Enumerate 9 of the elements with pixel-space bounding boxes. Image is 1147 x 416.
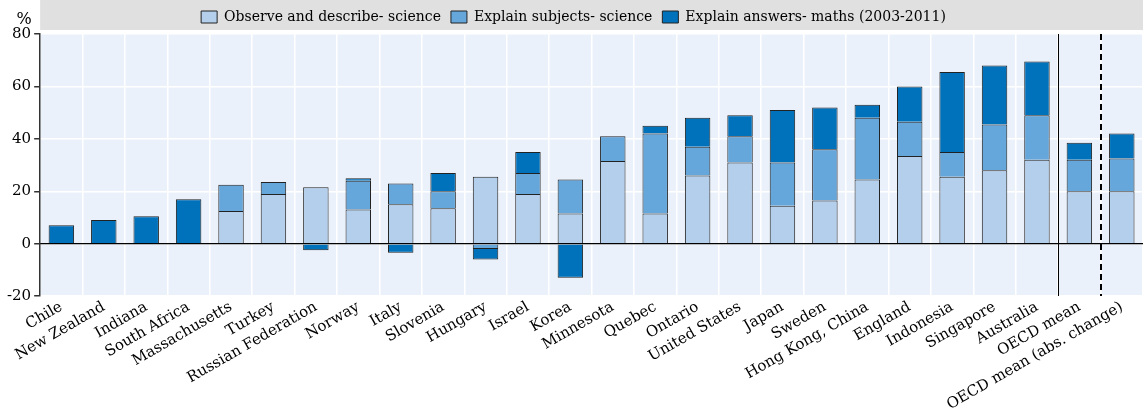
y-tick-label: 20: [12, 181, 32, 200]
y-tick-label: 60: [12, 76, 32, 95]
legend-label: Observe and describe- science: [224, 7, 441, 24]
y-tick-label: -20: [7, 285, 32, 304]
legend-label: Explain subjects- science: [473, 7, 653, 24]
y-tick-label: 40: [12, 128, 32, 147]
y-tick-label: 0: [21, 233, 32, 252]
legend-label: Explain answers- maths (2003-2011): [685, 7, 946, 24]
y-tick-label: 80: [12, 23, 32, 42]
